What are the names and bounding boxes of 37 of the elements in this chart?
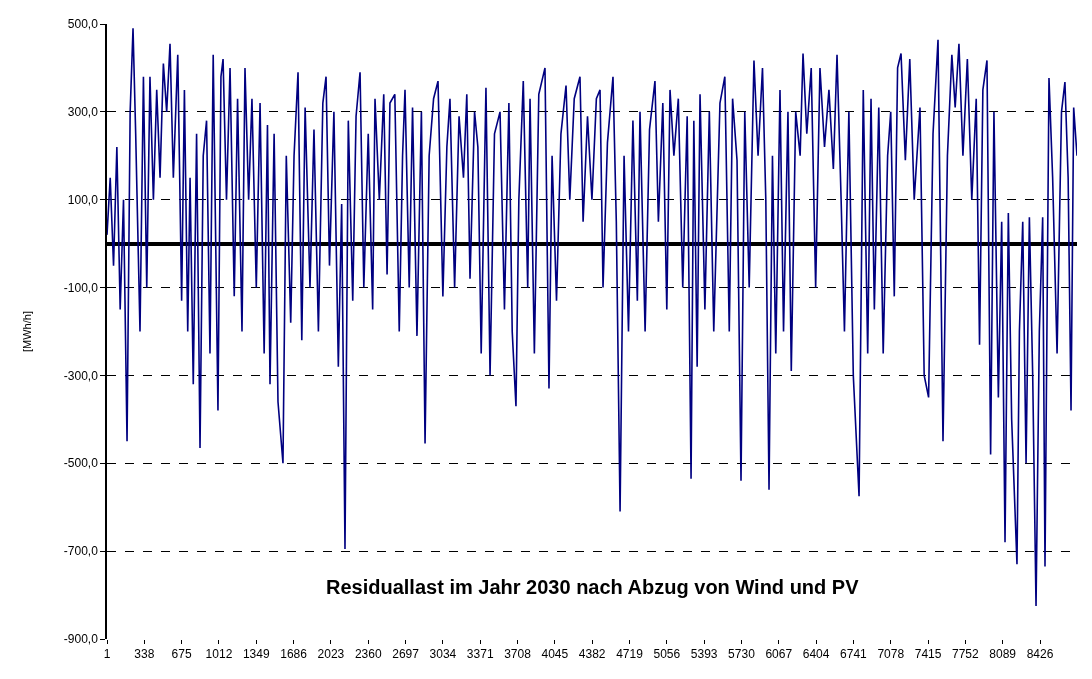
text: Residuallast im Jahr 2030 nach Abzug von Wind und PV bbox=[326, 576, 860, 598]
y-axis-title: [MWh/h] bbox=[20, 311, 33, 352]
x-tick-label: 2360 bbox=[354, 647, 382, 662]
x-tick-label: 7752 bbox=[952, 647, 980, 662]
y-tick-label: -500,0 bbox=[63, 456, 99, 471]
x-tick-label: 1686 bbox=[280, 647, 308, 662]
x-tick-label: 8089 bbox=[989, 647, 1017, 662]
y-tick-label: -300,0 bbox=[63, 368, 99, 383]
x-tick-label: 3371 bbox=[466, 647, 494, 662]
x-tick-label: 675 bbox=[171, 647, 192, 662]
x-tick-label: 2697 bbox=[392, 647, 420, 662]
x-tick-label: 8426 bbox=[1026, 647, 1054, 662]
x-tick-label: 4045 bbox=[541, 647, 569, 662]
y-tick-label: 500,0 bbox=[67, 17, 99, 32]
x-tick-label: 1 bbox=[103, 647, 111, 662]
x-tick-label: 1012 bbox=[205, 647, 233, 662]
x-tick-label: 5393 bbox=[690, 647, 718, 662]
x-tick-label: 6067 bbox=[765, 647, 793, 662]
x-tick-label: 338 bbox=[134, 647, 155, 662]
x-tick-label: 5056 bbox=[653, 647, 681, 662]
x-tick-label: 2023 bbox=[317, 647, 345, 662]
y-tick-label: -900,0 bbox=[63, 632, 99, 647]
y-tick-label: 300,0 bbox=[67, 105, 99, 120]
x-tick-label: 7078 bbox=[877, 647, 905, 662]
x-tick-label: 6741 bbox=[840, 647, 868, 662]
y-tick-label: -100,0 bbox=[63, 280, 99, 295]
x-tick-label: 5730 bbox=[728, 647, 756, 662]
x-tick-label: 4719 bbox=[616, 647, 644, 662]
line-series bbox=[107, 27, 1077, 607]
y-tick-label: 100,0 bbox=[67, 192, 99, 207]
x-tick-label: 7415 bbox=[914, 647, 942, 662]
x-tick-label: 1349 bbox=[242, 647, 270, 662]
x-tick-label: 6404 bbox=[802, 647, 830, 662]
x-tick-label: 3034 bbox=[429, 647, 457, 662]
x-tick-label: 4382 bbox=[578, 647, 606, 662]
x-tick-label: 3708 bbox=[504, 647, 532, 662]
y-tick-label: -700,0 bbox=[63, 544, 99, 559]
